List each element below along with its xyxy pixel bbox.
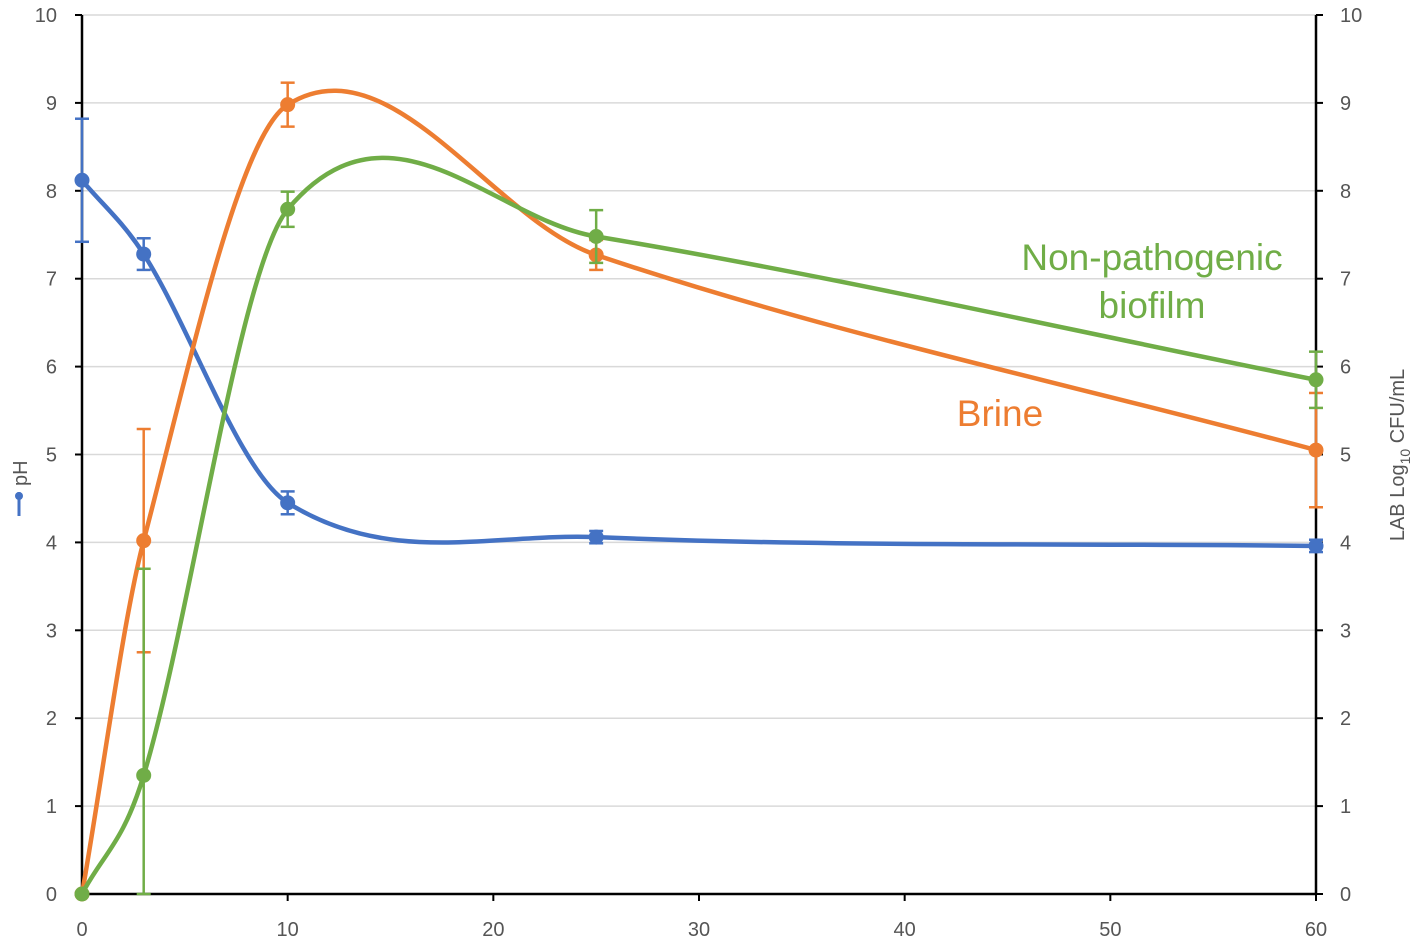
y-axis-right: 0 1 2 3 4 5 6 7 8 9 10 — [1314, 5, 1362, 906]
y-right-tick-label-6: 6 — [1340, 357, 1351, 379]
x-tick-label-30: 30 — [688, 919, 710, 941]
data-point-biofilm-0 — [74, 886, 90, 902]
y-left-tick-label-3: 3 — [46, 620, 57, 642]
x-tick-label-10: 10 — [277, 919, 299, 941]
y-right-tick-label-4: 4 — [1340, 532, 1351, 554]
x-axis: 0 10 20 30 40 50 60 — [76, 892, 1327, 941]
data-point-ph-0 — [74, 172, 90, 188]
y-axis-right-label: LAB Log10 CFU/mL — [1387, 369, 1413, 541]
y-axis-left: 0 1 2 3 4 5 6 7 8 9 10 — [35, 5, 84, 906]
series-label-brine: Brine — [957, 393, 1043, 434]
y-left-tick-label-2: 2 — [46, 708, 57, 730]
y-right-tick-label-1: 1 — [1340, 796, 1351, 818]
series-label-biofilm-line2: biofilm — [1099, 285, 1206, 326]
series-biofilm — [74, 155, 1324, 902]
y-left-tick-label-6: 6 — [46, 357, 57, 379]
data-point-biofilm-2 — [280, 201, 296, 217]
series-ph — [74, 117, 1324, 554]
series-line-ph — [80, 178, 1317, 549]
data-point-biofilm-4 — [1308, 372, 1324, 388]
data-point-ph-4 — [1308, 538, 1324, 554]
y-left-tick-label-4: 4 — [46, 532, 57, 554]
data-point-biofilm-1 — [136, 767, 152, 783]
x-tick-label-0: 0 — [76, 919, 87, 941]
y-left-tick-label-9: 9 — [46, 93, 57, 115]
x-tick-label-20: 20 — [482, 919, 504, 941]
data-point-brine-1 — [136, 533, 152, 549]
plot-series — [74, 81, 1324, 902]
y-left-tick-label-0: 0 — [46, 884, 57, 906]
series-label-biofilm-line1: Non-pathogenic — [1021, 237, 1282, 278]
y-right-tick-label-8: 8 — [1340, 181, 1351, 203]
y-left-tick-label-7: 7 — [46, 269, 57, 291]
y-left-tick-label-8: 8 — [46, 181, 57, 203]
series-line-brine — [79, 88, 1317, 895]
y-right-tick-label-5: 5 — [1340, 445, 1351, 467]
ph-legend-marker — [15, 492, 23, 500]
y-right-tick-label-9: 9 — [1340, 93, 1351, 115]
data-point-brine-2 — [280, 97, 296, 113]
y-left-tick-label-1: 1 — [46, 796, 57, 818]
x-tick-label-40: 40 — [894, 919, 916, 941]
y-axis-left-title: pH — [10, 460, 32, 516]
series-line-biofilm — [80, 155, 1317, 896]
grid-lines — [82, 14, 1316, 807]
y-right-tick-label-10: 10 — [1340, 5, 1362, 27]
y-right-tick-label-2: 2 — [1340, 708, 1351, 730]
y-axis-left-label: pH — [10, 460, 32, 486]
data-point-brine-4 — [1308, 442, 1324, 458]
y-right-tick-label-0: 0 — [1340, 884, 1351, 906]
data-point-biofilm-3 — [588, 229, 604, 245]
series-brine — [74, 81, 1324, 902]
x-tick-label-60: 60 — [1305, 919, 1327, 941]
data-point-ph-2 — [280, 495, 296, 511]
data-point-ph-3 — [588, 529, 604, 545]
y-left-tick-label-5: 5 — [46, 445, 57, 467]
x-tick-label-50: 50 — [1099, 919, 1121, 941]
y-left-tick-label-10: 10 — [35, 5, 57, 27]
y-right-tick-label-3: 3 — [1340, 620, 1351, 642]
y-right-tick-label-7: 7 — [1340, 269, 1351, 291]
data-point-ph-1 — [136, 246, 152, 262]
